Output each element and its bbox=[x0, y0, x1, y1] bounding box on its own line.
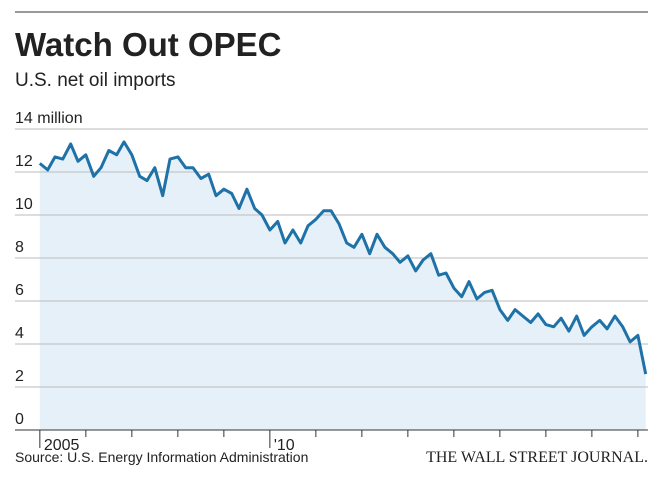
chart-subtitle: U.S. net oil imports bbox=[15, 70, 176, 91]
y-tick-label: 14 million bbox=[15, 110, 83, 127]
y-tick-label: 6 bbox=[15, 282, 24, 299]
y-tick-label: 10 bbox=[15, 196, 33, 213]
y-tick-label: 0 bbox=[15, 411, 24, 428]
publisher: THE WALL STREET JOURNAL. bbox=[426, 449, 648, 466]
x-tick-label: 2005 bbox=[44, 437, 80, 454]
y-tick-label: 12 bbox=[15, 153, 33, 170]
y-tick-label: 4 bbox=[15, 325, 24, 342]
chart-title: Watch Out OPEC bbox=[15, 26, 281, 63]
y-tick-label: 8 bbox=[15, 239, 24, 256]
area bbox=[39, 141, 646, 430]
source: Source: U.S. Energy Information Administ… bbox=[15, 449, 308, 465]
x-tick-label: '10 bbox=[274, 437, 295, 454]
line bbox=[38, 140, 648, 375]
y-tick-label: 2 bbox=[15, 368, 24, 385]
